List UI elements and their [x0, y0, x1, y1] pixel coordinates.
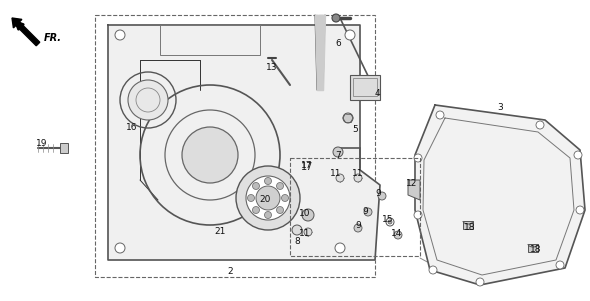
Circle shape: [364, 208, 372, 216]
Circle shape: [281, 194, 289, 201]
Circle shape: [253, 182, 260, 189]
Circle shape: [115, 243, 125, 253]
Circle shape: [536, 121, 544, 129]
Text: 9: 9: [375, 190, 381, 198]
Text: 18: 18: [464, 224, 476, 232]
Text: 9: 9: [362, 206, 368, 216]
Circle shape: [414, 154, 422, 162]
Polygon shape: [108, 25, 380, 260]
Circle shape: [256, 186, 280, 210]
Text: 11: 11: [330, 169, 342, 178]
Polygon shape: [408, 180, 420, 200]
Text: 7: 7: [335, 151, 341, 160]
Circle shape: [236, 166, 300, 230]
Bar: [350, 75, 380, 100]
Text: 11: 11: [352, 169, 364, 178]
Circle shape: [277, 182, 284, 189]
Circle shape: [556, 261, 564, 269]
Text: 10: 10: [299, 209, 311, 218]
Circle shape: [378, 192, 386, 200]
Circle shape: [128, 80, 168, 120]
Text: 20: 20: [260, 196, 271, 204]
Circle shape: [574, 151, 582, 159]
Circle shape: [292, 225, 302, 235]
Text: 12: 12: [407, 179, 418, 188]
Circle shape: [343, 113, 353, 123]
Circle shape: [336, 174, 344, 182]
Text: 2: 2: [227, 268, 233, 277]
Circle shape: [476, 278, 484, 286]
Text: 9: 9: [355, 222, 361, 231]
Bar: [60, 143, 68, 153]
Circle shape: [345, 30, 355, 40]
Polygon shape: [415, 105, 585, 285]
Bar: [463, 221, 473, 229]
Circle shape: [394, 231, 402, 239]
Circle shape: [182, 127, 238, 183]
Text: 17: 17: [301, 160, 313, 169]
Bar: [528, 244, 538, 252]
Circle shape: [253, 206, 260, 213]
Text: 3: 3: [497, 104, 503, 113]
Circle shape: [354, 224, 362, 232]
Text: FR.: FR.: [44, 33, 62, 43]
Bar: [95, 15, 375, 277]
Text: 18: 18: [530, 246, 542, 255]
Text: 21: 21: [214, 228, 226, 237]
Circle shape: [246, 176, 290, 220]
Text: 15: 15: [382, 216, 394, 225]
Circle shape: [333, 147, 343, 157]
Bar: [160, 25, 260, 55]
Circle shape: [247, 194, 254, 201]
Circle shape: [304, 228, 312, 236]
Circle shape: [576, 206, 584, 214]
Text: 14: 14: [391, 229, 403, 238]
Circle shape: [429, 266, 437, 274]
FancyArrow shape: [12, 18, 40, 46]
Text: 8: 8: [294, 237, 300, 247]
Text: 19: 19: [36, 139, 48, 148]
Circle shape: [388, 220, 392, 224]
Bar: [290, 158, 420, 256]
Circle shape: [414, 211, 422, 219]
Circle shape: [436, 111, 444, 119]
Text: 6: 6: [335, 39, 341, 48]
Circle shape: [354, 174, 362, 182]
Text: 16: 16: [126, 123, 137, 132]
Circle shape: [332, 14, 340, 22]
Circle shape: [277, 206, 284, 213]
Text: 13: 13: [266, 63, 278, 72]
Text: 4: 4: [374, 88, 380, 98]
Circle shape: [115, 30, 125, 40]
Circle shape: [264, 212, 271, 219]
Circle shape: [264, 178, 271, 185]
Text: 17: 17: [301, 162, 313, 172]
Text: 11: 11: [299, 229, 311, 238]
Text: 5: 5: [352, 126, 358, 135]
Circle shape: [302, 209, 314, 221]
Circle shape: [335, 243, 345, 253]
Bar: [353, 78, 377, 96]
